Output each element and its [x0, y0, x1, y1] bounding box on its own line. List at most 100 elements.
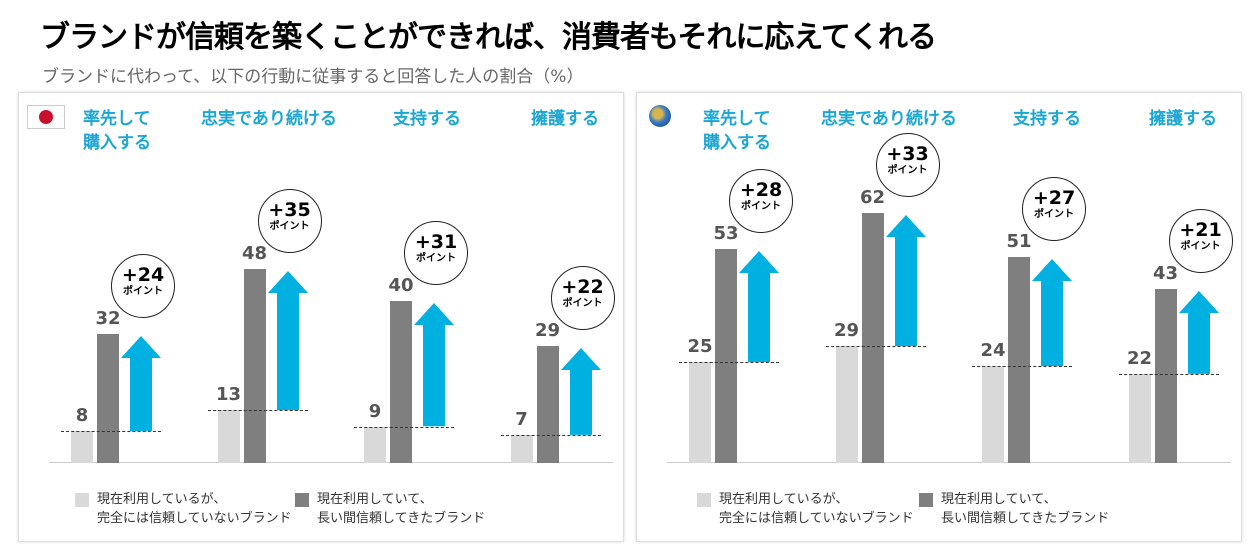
increase-arrow	[267, 271, 308, 411]
bar-trusted	[861, 212, 884, 463]
baseline-dashed-line	[679, 362, 779, 363]
value-label-untrusted: 22	[1126, 348, 1153, 370]
category-label: 支持する	[393, 109, 461, 129]
value-label-untrusted: 13	[215, 384, 242, 406]
increase-arrow	[885, 214, 926, 346]
value-label-untrusted: 8	[75, 404, 89, 426]
bar-trusted	[97, 333, 119, 463]
difference-unit: ポイント	[887, 164, 928, 176]
arrow-shape	[885, 214, 926, 346]
difference-badge: +27 ポイント	[1022, 176, 1086, 241]
difference-value: +27	[1032, 186, 1076, 209]
arrow-shape	[121, 335, 161, 431]
category-label: 率先して 購入する	[703, 109, 771, 153]
bar-trusted	[536, 345, 559, 463]
category-label: 忠実であり続ける	[201, 109, 337, 129]
difference-value: +35	[268, 199, 311, 222]
page-subtitle: ブランドに代わって、以下の行動に従事すると回答した人の割合（%）	[42, 67, 584, 87]
page-title: ブランドが信頼を築くことができれば、消費者もそれに応えてくれる	[40, 20, 937, 55]
legend-label-0: 現在利用しているが、 完全には信頼していないブランド	[719, 492, 914, 526]
bar-untrusted	[510, 434, 533, 463]
difference-badge: +31 ポイント	[404, 221, 468, 286]
bar-trusted	[715, 248, 737, 463]
baseline-dashed-line	[207, 410, 308, 412]
value-label-trusted: 48	[241, 243, 268, 265]
value-label-trusted: 62	[859, 186, 886, 208]
value-label-untrusted: 24	[980, 340, 1006, 362]
baseline-dashed-line	[1118, 374, 1219, 376]
difference-value: +24	[121, 263, 165, 286]
category-label: 支持する	[1013, 109, 1081, 129]
category-label: 擁護する	[1149, 109, 1217, 129]
value-label-trusted: 53	[713, 222, 739, 244]
x-axis-line	[49, 462, 613, 463]
bar-trusted	[1154, 289, 1177, 463]
legend-swatch-1	[295, 493, 309, 507]
increase-arrow	[1032, 258, 1072, 367]
flag-circle	[39, 110, 53, 124]
value-label-untrusted: 25	[687, 336, 713, 357]
globe-icon	[649, 105, 671, 127]
value-label-trusted: 40	[388, 275, 414, 297]
difference-badge: +33 ポイント	[875, 132, 940, 197]
difference-value: +33	[886, 142, 929, 165]
japan-flag-icon	[27, 105, 65, 129]
japan-chart-panel: 率先して 購入する 8 32 +24 ポイント 忠実であり続ける 13 48 +35 ポイント 支持…	[18, 92, 624, 542]
difference-unit: ポイント	[562, 297, 603, 309]
arrow-shape	[267, 271, 308, 411]
x-axis-line	[667, 462, 1231, 463]
legend-label-0: 現在利用しているが、 完全には信頼していないブランド	[97, 492, 292, 526]
bar-untrusted	[217, 410, 240, 463]
value-label-trusted: 51	[1006, 230, 1032, 252]
bar-untrusted	[835, 345, 858, 463]
difference-value: +31	[414, 231, 458, 254]
difference-value: +22	[561, 275, 604, 298]
difference-unit: ポイント	[269, 221, 310, 233]
baseline-dashed-line	[61, 430, 161, 432]
difference-badge: +21 ポイント	[1168, 209, 1233, 274]
difference-unit: ポイント	[741, 200, 781, 212]
global-chart-panel: 率先して 購入する 25 53 +28 ポイント 忠実であり続ける 29 62 +33 ポイント支…	[636, 92, 1242, 542]
arrow-shape	[1032, 258, 1072, 367]
arrow-shape	[1178, 291, 1219, 375]
difference-unit: ポイント	[123, 285, 163, 297]
increase-arrow	[560, 347, 601, 435]
value-label-untrusted: 7	[515, 408, 528, 430]
value-label-untrusted: 9	[368, 400, 382, 422]
difference-badge: +28 ポイント	[729, 168, 793, 233]
increase-arrow	[121, 335, 161, 431]
value-label-untrusted: 29	[833, 319, 860, 341]
baseline-dashed-line	[354, 426, 454, 428]
category-label: 率先して 購入する	[83, 109, 151, 153]
bar-trusted	[390, 301, 412, 463]
increase-arrow	[414, 303, 454, 427]
difference-badge: +24 ポイント	[111, 253, 175, 318]
bar-untrusted	[982, 366, 1004, 463]
bar-untrusted	[364, 426, 386, 463]
difference-unit: ポイント	[1034, 208, 1074, 220]
baseline-dashed-line	[972, 366, 1072, 368]
legend-label-1: 現在利用していて、 長い間信頼してきたブランド	[941, 492, 1110, 526]
legend-swatch-0	[697, 493, 711, 507]
value-label-trusted: 29	[534, 319, 561, 341]
legend-swatch-1	[919, 493, 933, 507]
bar-untrusted	[689, 362, 711, 463]
bar-trusted	[243, 269, 266, 463]
baseline-dashed-line	[825, 345, 926, 347]
bar-trusted	[1008, 256, 1030, 463]
difference-unit: ポイント	[1180, 241, 1221, 253]
value-label-trusted: 32	[95, 307, 121, 329]
increase-arrow	[1178, 291, 1219, 375]
arrow-shape	[414, 303, 454, 427]
legend-swatch-0	[75, 493, 89, 507]
increase-arrow	[739, 250, 779, 362]
category-label: 忠実であり続ける	[821, 109, 957, 129]
arrow-shape	[739, 250, 779, 362]
difference-unit: ポイント	[416, 253, 456, 265]
bar-untrusted	[1128, 374, 1151, 463]
difference-value: +28	[739, 178, 783, 201]
category-label: 擁護する	[531, 109, 599, 129]
legend-label-1: 現在利用していて、 長い間信頼してきたブランド	[317, 492, 486, 526]
bar-untrusted	[71, 430, 93, 463]
arrow-shape	[560, 347, 601, 435]
